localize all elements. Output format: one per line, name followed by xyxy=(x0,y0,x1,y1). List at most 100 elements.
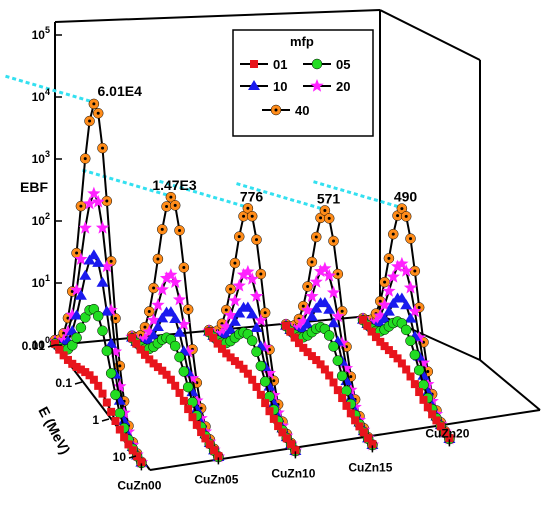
annotation-dash xyxy=(236,182,322,211)
data-point-star xyxy=(61,324,75,338)
data-point-square xyxy=(94,381,103,390)
data-point-dot xyxy=(349,375,353,379)
data-point-circle xyxy=(405,335,416,347)
data-point-square xyxy=(115,425,124,434)
data-point-circle xyxy=(409,349,421,361)
data-point-dot xyxy=(272,379,276,383)
data-point-dot xyxy=(391,232,395,236)
data-point-circle xyxy=(92,310,104,322)
data-point-star xyxy=(100,259,114,273)
data-point-triangle xyxy=(233,307,246,318)
data-point-dot xyxy=(113,316,117,320)
series-01-curve-CuZn00 xyxy=(51,339,146,467)
data-point-star xyxy=(382,284,396,297)
data-point-star xyxy=(168,275,182,288)
data-point-square xyxy=(214,452,223,461)
data-point-square xyxy=(261,399,270,408)
data-point-circle xyxy=(323,330,335,341)
data-point-circle xyxy=(311,58,323,70)
data-point-square xyxy=(441,428,450,437)
data-point-star xyxy=(159,271,174,284)
data-point-circle xyxy=(182,381,194,393)
annotation-dash xyxy=(313,180,399,209)
data-point-star xyxy=(74,252,88,265)
data-point-square xyxy=(230,357,239,366)
data-point-square xyxy=(226,353,235,362)
z-tick-label: 103 xyxy=(32,149,50,166)
data-point-circle xyxy=(174,351,185,363)
data-point-circle xyxy=(251,346,262,358)
data-point-square xyxy=(389,350,398,359)
y-tick-label: 0.01 xyxy=(22,339,46,353)
z-axis-ticks: 100 101 102 103 104 105 xyxy=(32,25,62,352)
data-point-dot xyxy=(160,227,164,231)
data-point-star xyxy=(138,332,152,345)
data-point-star xyxy=(403,280,418,294)
data-point-square xyxy=(235,360,244,369)
data-point-star xyxy=(146,313,161,326)
data-point-square xyxy=(158,366,167,375)
data-point-star xyxy=(395,256,409,270)
data-point-dot xyxy=(387,256,391,260)
data-point-square xyxy=(299,343,308,352)
data-point-square xyxy=(303,348,312,357)
data-point-square xyxy=(81,368,90,377)
data-point-dot xyxy=(306,284,310,288)
data-point-square xyxy=(210,446,219,455)
data-point-square xyxy=(384,346,393,355)
data-point-dot xyxy=(229,287,233,291)
data-point-dot xyxy=(152,286,156,290)
legend-item-05: 05 xyxy=(303,57,350,72)
legend-label: 20 xyxy=(336,79,350,94)
data-point-star xyxy=(142,324,156,338)
data-point-star xyxy=(87,186,101,200)
data-point-dot xyxy=(109,259,113,263)
data-point-star xyxy=(181,345,195,358)
data-point-star xyxy=(155,282,169,296)
data-point-square xyxy=(72,362,81,371)
data-point-square xyxy=(248,375,257,384)
data-point-square xyxy=(55,345,64,354)
data-point-dot xyxy=(383,280,387,284)
data-point-square xyxy=(402,365,411,374)
data-point-square xyxy=(380,342,389,351)
data-point-dot xyxy=(96,111,100,115)
data-point-triangle xyxy=(66,325,79,336)
series-01-curve-CuZn05 xyxy=(128,333,223,461)
data-point-square xyxy=(128,333,136,342)
data-point-square xyxy=(376,337,385,346)
data-point-star xyxy=(113,379,127,393)
data-point-square xyxy=(217,344,226,353)
data-point-star xyxy=(95,221,110,234)
legend-label: 10 xyxy=(273,79,287,94)
data-point-dot xyxy=(327,216,331,220)
data-point-square xyxy=(294,339,303,348)
data-point-square xyxy=(307,352,316,361)
data-point-triangle xyxy=(323,303,336,314)
data-point-dot xyxy=(413,269,417,273)
data-point-square xyxy=(243,369,252,378)
data-point-square xyxy=(252,382,261,391)
data-point-square xyxy=(149,359,158,368)
series-01-curve-CuZn20 xyxy=(359,315,454,443)
data-point-star xyxy=(390,259,405,273)
data-point-square xyxy=(367,327,376,336)
data-point-star xyxy=(300,303,315,317)
data-point-square xyxy=(290,333,299,342)
data-point-square xyxy=(175,388,184,397)
data-point-star xyxy=(82,196,97,210)
data-point-star xyxy=(322,268,336,282)
data-point-star xyxy=(331,309,345,323)
data-point-dot xyxy=(267,348,271,352)
data-point-triangle xyxy=(400,299,413,310)
data-point-star xyxy=(408,304,422,318)
data-point-dot xyxy=(169,195,173,199)
data-point-square xyxy=(166,375,175,384)
data-point-dot xyxy=(242,214,246,218)
data-point-circle xyxy=(400,324,412,336)
data-point-square xyxy=(205,327,213,336)
data-point-triangle xyxy=(169,312,182,323)
data-point-dot xyxy=(340,309,344,313)
data-point-square xyxy=(359,428,368,437)
data-point-star xyxy=(65,308,79,321)
